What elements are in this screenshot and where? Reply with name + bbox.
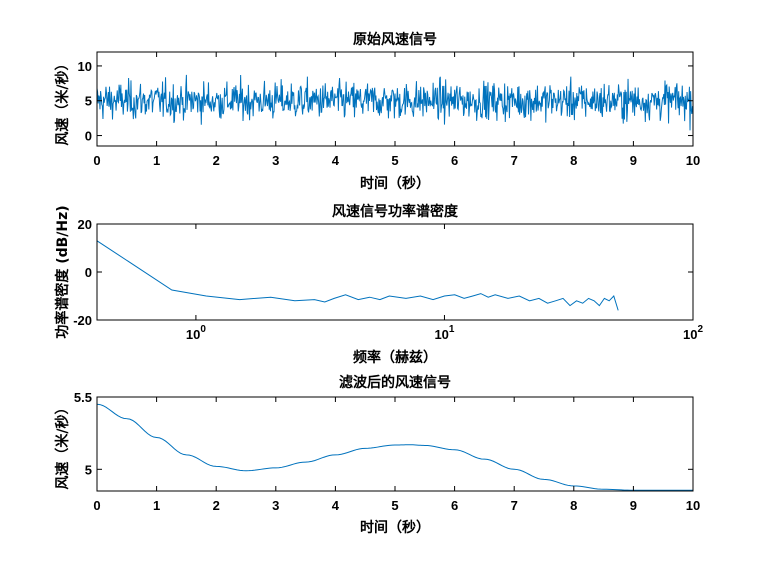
panel-title: 原始风速信号 xyxy=(353,31,437,48)
plot-area xyxy=(96,223,694,321)
x-tick-label: 4 xyxy=(332,498,340,513)
x-axis: 0 1 2 3 4 5 6 7 8 9 10 xyxy=(93,52,700,168)
series-line xyxy=(96,240,619,311)
x-tick-label: 10 xyxy=(686,498,700,513)
y-axis-label: 风速（米/秒） xyxy=(54,56,71,145)
panel-title: 风速信号功率谱密度 xyxy=(332,203,459,220)
x-tick-label: 4 xyxy=(332,153,340,168)
y-tick-label: -20 xyxy=(73,313,92,328)
panel-psd: 风速信号功率谱密度 100 101 102 -20 0 20 频率（赫兹） 功率谱密度 … xyxy=(54,203,703,366)
x-tick-label: 8 xyxy=(570,498,577,513)
x-tick-label: 5 xyxy=(391,498,398,513)
x-tick-label: 9 xyxy=(630,153,637,168)
x-tick-label: 8 xyxy=(570,153,577,168)
x-tick-label: 6 xyxy=(451,153,458,168)
y-tick-label: 5 xyxy=(85,94,92,109)
x-tick-label: 3 xyxy=(272,153,279,168)
x-tick-label: 10 xyxy=(686,153,700,168)
x-tick-label: 7 xyxy=(511,153,518,168)
x-tick-label: 2 xyxy=(213,498,220,513)
x-tick-label: 5 xyxy=(391,153,398,168)
x-tick-label: 2 xyxy=(213,153,220,168)
panel-raw-signal: 原始风速信号 0 1 2 3 4 5 6 7 8 9 10 0 5 10 时间（秒） 风速（米/秒） xyxy=(54,31,700,192)
y-axis-label: 功率谱密度 (dB/Hz) xyxy=(54,205,71,338)
y-tick-label: 10 xyxy=(78,59,92,74)
y-tick-label: 0 xyxy=(85,265,92,280)
plot-area xyxy=(96,396,694,492)
x-tick-label: 102 xyxy=(683,324,703,342)
panel-title: 滤波后的风速信号 xyxy=(339,374,451,391)
y-axis: 55.5 xyxy=(74,390,693,477)
x-tick-label: 1 xyxy=(153,153,160,168)
x-tick-label: 1 xyxy=(153,498,160,513)
y-axis: -20 0 20 xyxy=(73,217,693,328)
x-axis-label: 频率（赫兹） xyxy=(353,349,437,366)
x-tick-label: 7 xyxy=(511,498,518,513)
y-tick-label: 5.5 xyxy=(74,390,92,405)
y-axis: 0 5 10 xyxy=(78,59,693,144)
x-tick-label: 0 xyxy=(93,153,100,168)
series-line xyxy=(96,74,694,131)
y-axis-label: 风速（米/秒） xyxy=(54,400,71,489)
x-tick-label: 9 xyxy=(630,498,637,513)
x-tick-label: 0 xyxy=(93,498,100,513)
y-tick-label: 20 xyxy=(78,217,92,232)
x-tick-label: 3 xyxy=(272,498,279,513)
x-axis-label: 时间（秒） xyxy=(360,175,430,192)
series-line xyxy=(96,403,693,491)
x-axis-label: 时间（秒） xyxy=(360,519,430,536)
y-tick-label: 5 xyxy=(85,462,92,477)
x-tick-label: 101 xyxy=(434,324,454,342)
x-tick-label: 6 xyxy=(451,498,458,513)
x-axis: 0 1 2 3 4 5 6 7 8 9 10 xyxy=(93,397,700,513)
x-axis: 100 101 102 xyxy=(186,224,703,342)
x-tick-label: 100 xyxy=(186,324,206,342)
panel-filtered-signal: 滤波后的风速信号 0 1 2 3 4 5 6 7 8 9 10 55.5 时间（秒） 风速（米/秒） xyxy=(54,374,700,536)
y-tick-label: 0 xyxy=(85,129,92,144)
